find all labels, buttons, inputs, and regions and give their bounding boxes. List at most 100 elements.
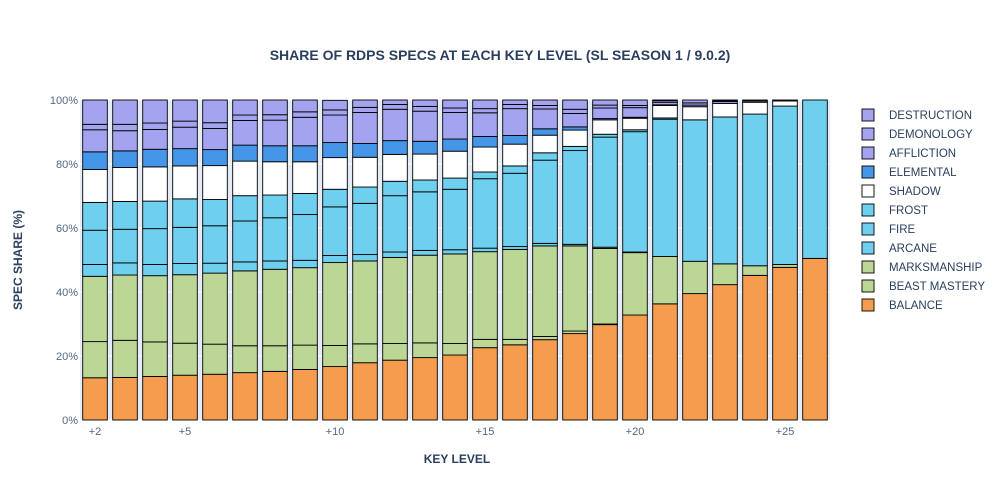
bar-segment-elemental	[472, 136, 498, 148]
bar-segment-elemental	[532, 128, 558, 136]
legend-label: DEMONOLOGY	[889, 129, 973, 141]
bar-segment-fire	[172, 226, 198, 264]
bar-segment-elemental	[562, 126, 588, 131]
bar-segment-balance	[712, 284, 738, 421]
bar-segment-destruction	[562, 99, 588, 110]
bar-segment-shadow	[322, 157, 348, 190]
bar-segment-marksmanship	[712, 263, 738, 286]
bar-segment-affliction	[772, 99, 798, 102]
bar-segment-frost	[502, 165, 528, 174]
y-axis-ticks: 0% 20% 40% 60% 80% 100%	[50, 95, 78, 427]
bar-segment-marksmanship	[472, 251, 498, 340]
bar-segment-shadow	[712, 103, 738, 118]
y-tick-label: 0%	[62, 415, 78, 427]
bar-segment-balance	[112, 376, 138, 421]
legend-swatch	[861, 184, 875, 198]
x-tick-label: +5	[179, 426, 192, 438]
bar-segment-fire	[412, 191, 438, 251]
bar-segment-frost	[172, 198, 198, 228]
bar-segment-elemental	[442, 138, 468, 152]
bar-segment-demonology	[142, 122, 168, 130]
bar-segment-arcane	[382, 251, 408, 258]
y-tick-label: 20%	[56, 351, 78, 363]
bar-segment-fire	[652, 118, 678, 257]
bar-segment-balance	[562, 333, 588, 421]
bar-segment-balance	[652, 303, 678, 421]
bar-segment-balance	[202, 373, 228, 421]
bar-segment-demonology	[502, 104, 528, 110]
bar-segment-elemental	[202, 149, 228, 167]
bar-segment-beast-mastery	[352, 343, 378, 364]
bar-segment-shadow	[202, 165, 228, 200]
bar-segment-elemental	[292, 145, 318, 163]
bar-segment-frost	[442, 177, 468, 190]
bar-segment-fire	[622, 131, 648, 253]
bar-segment-affliction	[82, 129, 108, 153]
bar-segment-frost	[412, 179, 438, 193]
bar-segment-fire	[142, 228, 168, 265]
bar-segment-balance	[772, 266, 798, 421]
bar-segment-beast-mastery	[502, 338, 528, 346]
bar-segment-marksmanship	[532, 245, 558, 337]
bar-segment-demonology	[232, 114, 258, 121]
bar-segment-balance	[292, 368, 318, 421]
bar-segment-marksmanship	[292, 267, 318, 346]
bar-segment-fire	[82, 229, 108, 265]
bar-segment-destruction	[142, 99, 168, 124]
bar-segment-balance	[232, 372, 258, 421]
bar-segment-demonology	[82, 123, 108, 131]
bar-segment-destruction	[682, 99, 708, 104]
bar-segment-affliction	[112, 130, 138, 152]
bar-segment-arcane	[172, 263, 198, 276]
bar-segment-balance	[172, 374, 198, 421]
bar-segment-frost	[322, 188, 348, 208]
bar-segment-frost	[262, 194, 288, 219]
bar-segment-beast-mastery	[382, 343, 408, 361]
legend-swatch	[861, 260, 875, 274]
legend-swatch	[861, 146, 875, 160]
bar-segment-destruction	[472, 99, 498, 110]
bar-segment-shadow	[532, 134, 558, 154]
bar-segment-affliction	[202, 128, 228, 151]
bar-segment-destruction	[292, 99, 318, 113]
bar-segment-marksmanship	[562, 245, 588, 332]
bar-segment-balance	[802, 257, 828, 421]
legend-label: ELEMENTAL	[889, 167, 957, 179]
bar-segment-fire	[502, 172, 528, 248]
bar-segment-fire	[292, 214, 318, 261]
bar-segment-marksmanship	[622, 252, 648, 316]
bar-segment-beast-mastery	[202, 343, 228, 375]
bar-segment-marksmanship	[382, 256, 408, 344]
bar-segment-destruction	[322, 99, 348, 111]
bar-segment-demonology	[442, 107, 468, 113]
bar-segment-fire	[382, 195, 408, 253]
bar-segment-elemental	[142, 148, 168, 168]
bar-segment-destruction	[262, 99, 288, 116]
bar-segment-fire	[112, 228, 138, 264]
legend-label: AFFLICTION	[889, 148, 956, 160]
bar-segment-fire	[592, 136, 618, 248]
bar-segment-beast-mastery	[472, 338, 498, 349]
x-tick-label: +10	[326, 426, 345, 438]
bar-segment-frost	[292, 192, 318, 216]
bars	[82, 99, 828, 421]
bar-segment-marksmanship	[412, 254, 438, 344]
bar-segment-shadow	[352, 156, 378, 188]
bar-segment-balance	[502, 344, 528, 421]
bar-segment-arcane	[292, 259, 318, 269]
bar-segment-affliction	[502, 108, 528, 136]
bar-segment-affliction	[352, 112, 378, 144]
bar-segment-shadow	[382, 153, 408, 182]
bar-segment-frost	[112, 200, 138, 230]
bar-segment-affliction	[292, 116, 318, 147]
bar-segment-demonology	[382, 104, 408, 110]
bar-segment-destruction	[202, 99, 228, 124]
bar-segment-affliction	[382, 108, 408, 142]
bar-segment-affliction	[532, 108, 558, 130]
bar-segment-fire	[322, 206, 348, 256]
bar-segment-marksmanship	[202, 272, 228, 345]
bar-segment-marksmanship	[592, 248, 618, 325]
legend-swatch	[861, 279, 875, 293]
bar-segment-elemental	[82, 151, 108, 170]
bar-segment-shadow	[652, 104, 678, 119]
